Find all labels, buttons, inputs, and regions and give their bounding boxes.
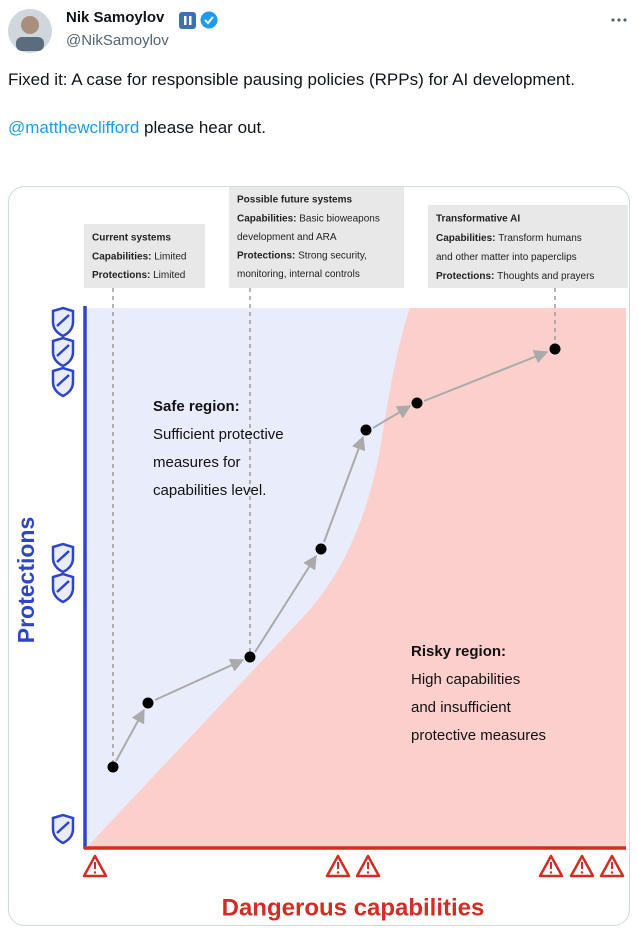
milestones bbox=[107, 343, 561, 773]
callout-line: Capabilities: Limited bbox=[92, 251, 187, 262]
shield-slash bbox=[56, 314, 70, 327]
callout-text: monitoring, internal controls bbox=[237, 269, 360, 280]
region-line: capabilities level. bbox=[153, 482, 266, 499]
callout-title: Possible future systems bbox=[237, 195, 352, 206]
warning-dot bbox=[549, 871, 553, 874]
author-name[interactable]: Nik Samoylov bbox=[66, 9, 165, 26]
callout-text: Thoughts and prayers bbox=[497, 271, 594, 282]
shield-slash bbox=[56, 374, 70, 387]
risky-area bbox=[86, 308, 626, 848]
shield-slash bbox=[56, 344, 70, 357]
badge-bar bbox=[184, 16, 187, 25]
avatar-face bbox=[21, 16, 39, 34]
region-title: Risky region: bbox=[411, 643, 506, 660]
warnings bbox=[82, 854, 625, 878]
callout-line: and other matter into paperclips bbox=[436, 252, 577, 263]
callout-box bbox=[229, 187, 404, 288]
callout-label: Protections: bbox=[237, 250, 295, 261]
shields bbox=[51, 306, 75, 845]
warning-dot bbox=[336, 871, 340, 874]
warning-dot bbox=[580, 871, 584, 874]
region-title: Safe region: bbox=[153, 398, 240, 415]
tweet-body: Fixed it: A case for responsible pausing… bbox=[8, 68, 598, 140]
callout-line: Capabilities: Transform humans bbox=[436, 233, 582, 244]
tweet-text: Fixed it: A case for responsible pausing… bbox=[8, 70, 575, 89]
callout-text: and other matter into paperclips bbox=[436, 252, 577, 263]
callout-text: Strong security, bbox=[298, 250, 367, 261]
verified bbox=[200, 11, 218, 29]
tweet-text: please hear out. bbox=[139, 118, 266, 137]
callout-line: development and ARA bbox=[237, 232, 337, 243]
guides bbox=[112, 288, 556, 765]
callout-label: Protections: bbox=[436, 271, 494, 282]
region-line: protective measures bbox=[411, 727, 546, 744]
callout-text: development and ARA bbox=[237, 232, 337, 243]
warning-dot bbox=[93, 871, 97, 874]
callout-box bbox=[428, 205, 628, 288]
callout-line: Protections: Strong security, bbox=[237, 250, 367, 261]
shield-slash bbox=[56, 821, 70, 834]
badge bbox=[179, 12, 196, 29]
shield-slash bbox=[56, 550, 70, 563]
warning-dot bbox=[366, 871, 370, 874]
callout-line: monitoring, internal controls bbox=[237, 269, 360, 280]
callout-label: Capabilities: bbox=[237, 213, 296, 224]
author-handle[interactable]: @NikSamoylov bbox=[66, 32, 169, 49]
callout-title: Transformative AI bbox=[436, 214, 520, 225]
warning-dot bbox=[610, 871, 614, 874]
callout-box bbox=[84, 224, 205, 288]
mention[interactable]: @matthewclifford bbox=[8, 118, 140, 137]
callout-text: Limited bbox=[154, 251, 186, 262]
callout-text: Limited bbox=[153, 270, 185, 281]
verified-check bbox=[204, 16, 214, 25]
callout-line: Protections: Thoughts and prayers bbox=[436, 271, 594, 282]
region-line: measures for bbox=[153, 454, 241, 471]
region-line: and insufficient bbox=[411, 699, 512, 716]
y-axis-label: Protections bbox=[13, 517, 39, 644]
callout-line: Protections: Limited bbox=[92, 270, 185, 281]
callout-label: Protections: bbox=[92, 270, 150, 281]
avatar-body bbox=[16, 37, 44, 51]
callout-text: Basic bioweapons bbox=[299, 213, 380, 224]
callout-text: Transform humans bbox=[498, 233, 582, 244]
callout-label: Capabilities: bbox=[92, 251, 151, 262]
region-line: High capabilities bbox=[411, 671, 520, 688]
trajectory bbox=[115, 350, 549, 762]
shield-slash bbox=[56, 580, 70, 593]
more-menu[interactable] bbox=[611, 18, 627, 22]
badge-bar bbox=[189, 16, 192, 25]
tweet-line: @matthewclifford please hear out. bbox=[8, 116, 598, 140]
callout-label: Capabilities: bbox=[436, 233, 495, 244]
x-axis-label: Dangerous capabilities bbox=[222, 894, 485, 921]
callout-line: Capabilities: Basic bioweapons bbox=[237, 213, 380, 224]
callout-title: Current systems bbox=[92, 233, 171, 244]
region-line: Sufficient protective bbox=[153, 426, 284, 443]
